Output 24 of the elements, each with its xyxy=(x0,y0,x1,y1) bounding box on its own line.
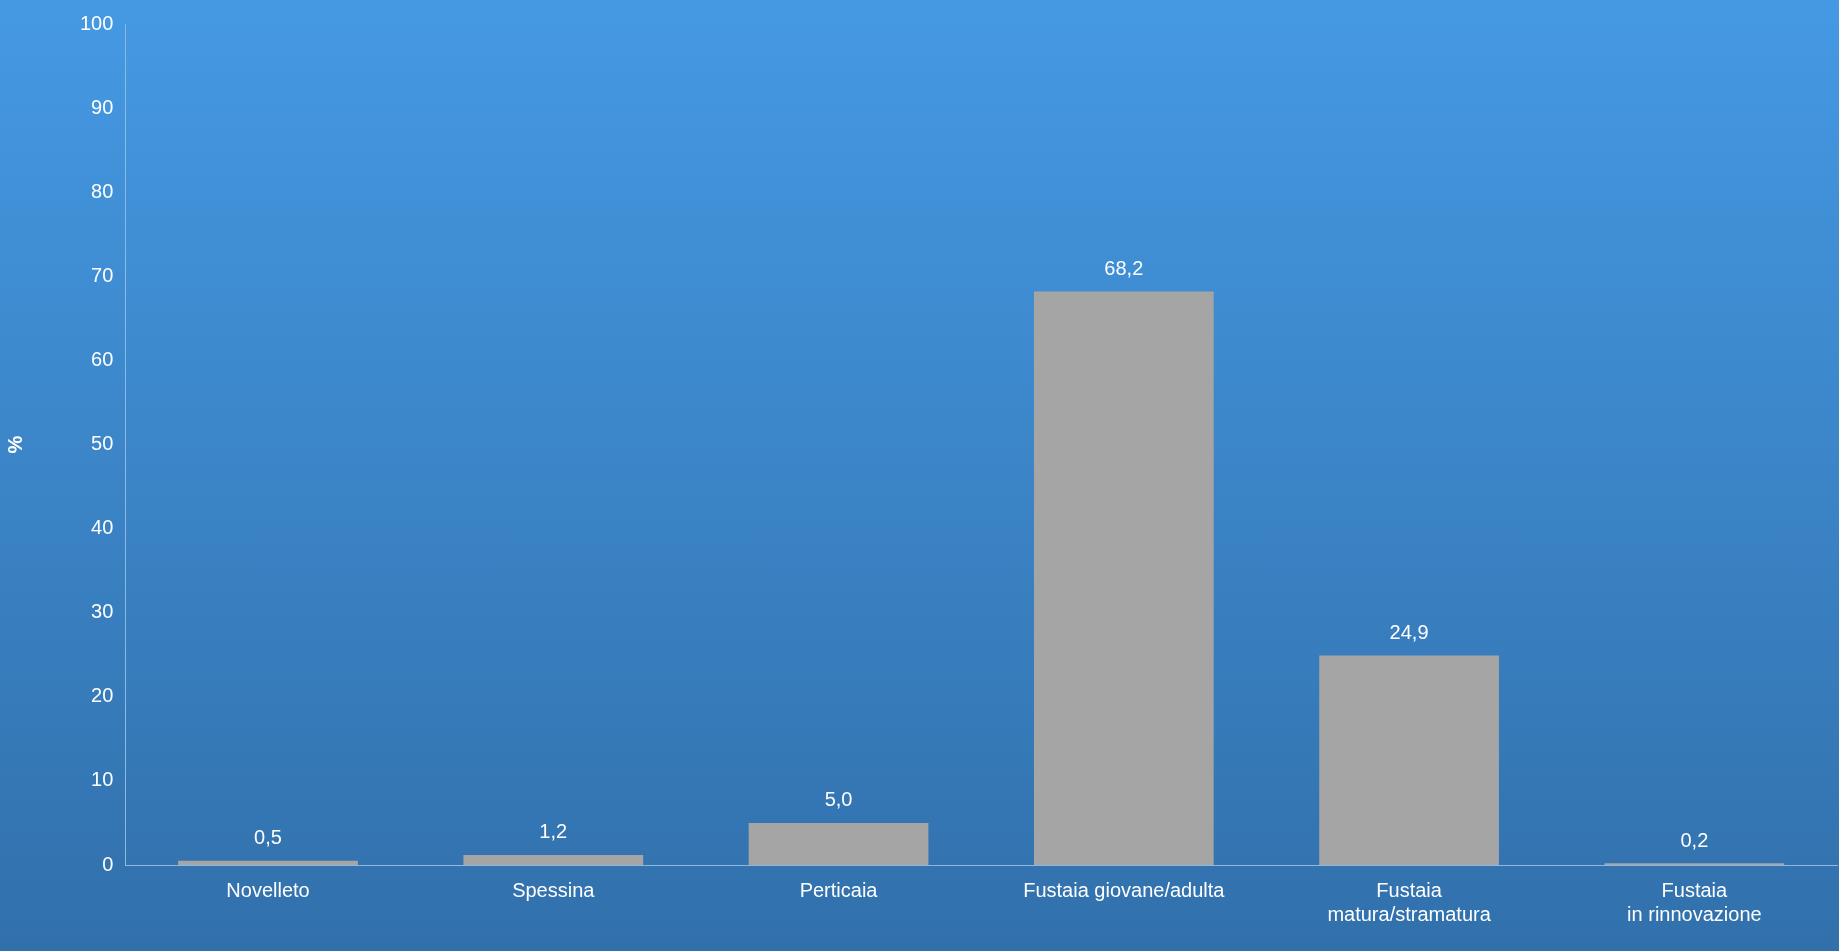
y-tick-label: 40 xyxy=(91,516,114,539)
y-axis-title: % xyxy=(3,435,26,454)
y-tick-label: 10 xyxy=(91,768,114,791)
y-tick-label: 100 xyxy=(79,11,114,34)
x-tick-label: Perticaia xyxy=(799,878,879,901)
x-tick-label: Fustaia giovane/adulta xyxy=(1023,878,1226,901)
x-tick-label: Fustaia in rinnovazione xyxy=(1627,878,1762,925)
data-label: 0,5 xyxy=(254,826,282,849)
y-tick-label: 70 xyxy=(91,263,114,286)
x-tick-label: Spessina xyxy=(512,878,596,901)
x-tick-label: Fustaia matura/stramatura xyxy=(1327,878,1492,925)
data-label: 68,2 xyxy=(1104,256,1144,279)
data-label: 1,2 xyxy=(539,820,568,843)
y-tick-label: 30 xyxy=(91,600,114,623)
y-tick-label: 80 xyxy=(91,179,114,202)
data-label: 0,2 xyxy=(1680,828,1709,851)
y-tick-label: 90 xyxy=(91,95,114,118)
data-label: 24,9 xyxy=(1389,621,1429,644)
data-label: 5,0 xyxy=(824,788,853,811)
y-tick-label: 20 xyxy=(91,684,114,707)
y-tick-label: 60 xyxy=(91,347,114,370)
y-tick-label: 50 xyxy=(91,432,114,455)
x-tick-label: Novelleto xyxy=(226,878,310,901)
y-tick-label: 0 xyxy=(102,852,114,875)
